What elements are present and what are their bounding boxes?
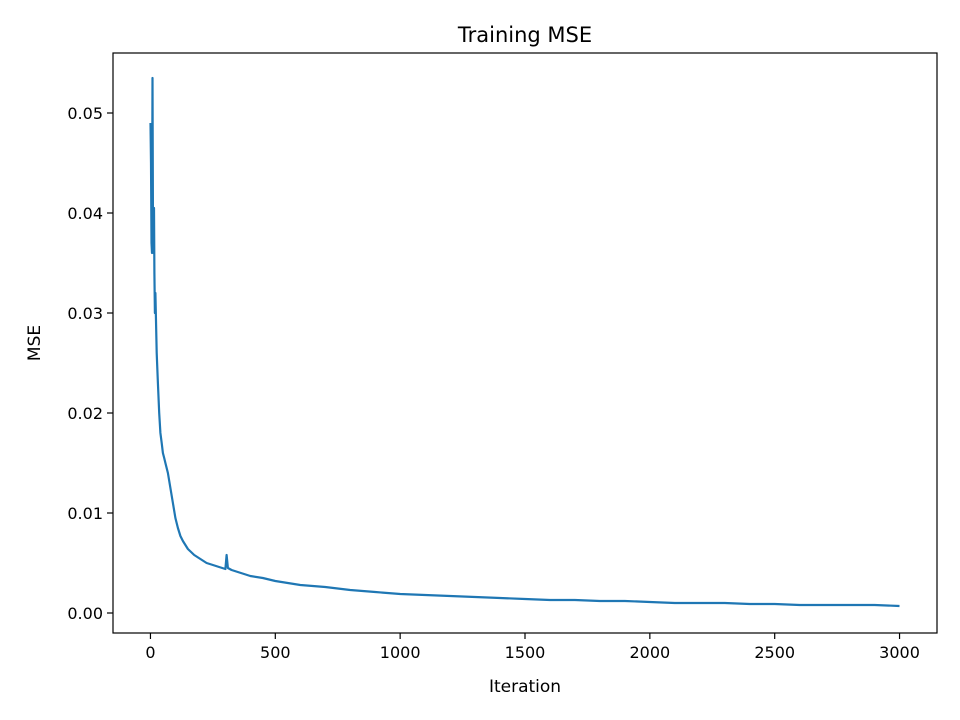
x-tick-label: 3000	[879, 643, 920, 662]
y-tick-label: 0.01	[67, 504, 103, 523]
y-tick-label: 0.04	[67, 204, 103, 223]
chart-title: Training MSE	[457, 23, 592, 47]
x-tick-label: 2000	[629, 643, 670, 662]
x-tick-label: 1500	[505, 643, 546, 662]
x-axis: 0 500 1000 1500 2000 2500 3000	[145, 633, 920, 662]
y-tick-label: 0.05	[67, 104, 103, 123]
x-tick-label: 1000	[380, 643, 421, 662]
series-layer	[149, 76, 900, 608]
axes-frame	[112, 52, 938, 634]
x-tick-label: 0	[145, 643, 155, 662]
y-tick-label: 0.00	[67, 604, 103, 623]
y-axis-label: MSE	[25, 325, 45, 361]
x-axis-label: Iteration	[489, 677, 561, 697]
y-tick-label: 0.02	[67, 404, 103, 423]
series-line	[149, 76, 900, 608]
y-tick-label: 0.03	[67, 304, 103, 323]
plot-area	[112, 52, 938, 634]
y-axis: 0.00 0.01 0.02 0.03 0.04 0.05	[67, 104, 113, 623]
x-tick-label: 500	[260, 643, 291, 662]
x-tick-label: 2500	[754, 643, 795, 662]
